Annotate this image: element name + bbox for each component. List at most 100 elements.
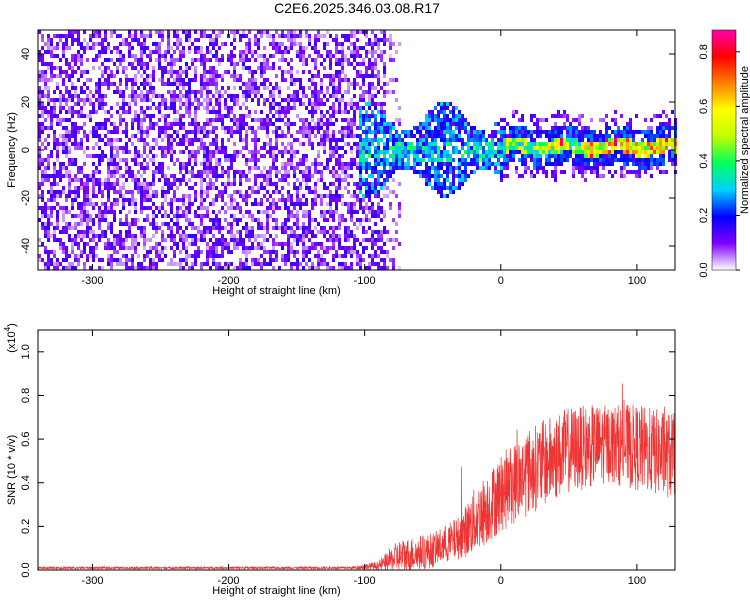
spectrogram-cell [332, 234, 335, 238]
spectrogram-cell [374, 130, 377, 134]
spectrogram-cell [107, 170, 110, 174]
spectrogram-cell [227, 130, 230, 134]
spectrogram-cell [47, 214, 50, 218]
spectrogram-cell [566, 138, 569, 142]
spectrogram-cell [107, 238, 110, 242]
spectrogram-cell [329, 202, 332, 206]
spectrogram-cell [359, 178, 362, 182]
spectrogram-cell [170, 262, 173, 266]
spectrogram-cell [353, 134, 356, 138]
spectrogram-cell [443, 162, 446, 166]
spectrogram-cell [299, 234, 302, 238]
spectrogram-cell [128, 30, 131, 34]
spectrogram-cell [83, 30, 86, 34]
spectrogram-cell [260, 66, 263, 70]
spectrogram-cell [44, 202, 47, 206]
spectrogram-cell [86, 58, 89, 62]
spectrogram-cell [119, 34, 122, 38]
spectrogram-cell [380, 250, 383, 254]
spectrogram-cell [92, 102, 95, 106]
spectrogram-cell [572, 126, 575, 130]
spectrogram-cell [71, 70, 74, 74]
spectrogram-cell [371, 186, 374, 190]
spectrogram-cell [164, 210, 167, 214]
spectrogram-cell [311, 218, 314, 222]
spectrogram-cell [329, 234, 332, 238]
spectrogram-cell [416, 158, 419, 162]
spectrogram-cell [590, 134, 593, 138]
spectrogram-cell [83, 82, 86, 86]
spectrogram-cell [86, 198, 89, 202]
spectrogram-cell [104, 78, 107, 82]
spectrogram-cell [275, 166, 278, 170]
spectrogram-cell [287, 226, 290, 230]
spectrogram-cell [539, 162, 542, 166]
spectrogram-cell [281, 42, 284, 46]
spectrogram-cell [275, 138, 278, 142]
spectrogram-cell [122, 54, 125, 58]
spectrogram-cell [215, 222, 218, 226]
spectrogram-cell [317, 30, 320, 34]
spectrogram-cell [257, 118, 260, 122]
spectrogram-cell [188, 150, 191, 154]
spectrogram-cell [251, 230, 254, 234]
spectrogram-cell [80, 126, 83, 130]
spectrogram-cell [407, 134, 410, 138]
spectrogram-cell [311, 130, 314, 134]
spectrogram-cell [38, 150, 41, 154]
spectrogram-cell [341, 146, 344, 150]
spectrogram-cell [569, 146, 572, 150]
spectrogram-cell [239, 242, 242, 246]
spectrogram-cell [188, 38, 191, 42]
spectrogram-cell [251, 262, 254, 266]
spectrogram-cell [167, 226, 170, 230]
spectrogram-cell [455, 106, 458, 110]
spectrogram-cell [389, 54, 392, 58]
spectrogram-cell [611, 150, 614, 154]
spectrogram-cell [344, 226, 347, 230]
spectrogram-cell [515, 134, 518, 138]
spectrogram-cell [131, 262, 134, 266]
spectrogram-cell [371, 130, 374, 134]
spectrogram-cell [332, 106, 335, 110]
spectrogram-cell [59, 170, 62, 174]
spectrogram-cell [98, 222, 101, 226]
spectrogram-cell [71, 42, 74, 46]
spectrogram-cell [188, 34, 191, 38]
spectrogram-cell [83, 190, 86, 194]
spectrogram-cell [449, 134, 452, 138]
spectrogram-cell [263, 194, 266, 198]
spectrogram-cell [68, 134, 71, 138]
spectrogram-cell [482, 146, 485, 150]
spectrogram-cell [194, 134, 197, 138]
spectrogram-cell [62, 82, 65, 86]
spectrogram-cell [305, 246, 308, 250]
spectrogram-cell [581, 114, 584, 118]
spectrogram-cell [335, 206, 338, 210]
spectrogram-cell [224, 190, 227, 194]
spectrogram-cell [359, 54, 362, 58]
spectrogram-cell [215, 250, 218, 254]
spectrogram-cell [545, 130, 548, 134]
spectrogram-cell [536, 122, 539, 126]
spectrogram-cell [227, 154, 230, 158]
spectrogram-cell [215, 42, 218, 46]
spectrogram-cell [362, 118, 365, 122]
spectrogram-cell [383, 182, 386, 186]
spectrogram-cell [143, 242, 146, 246]
spectrogram-cell [392, 166, 395, 170]
spectrogram-cell [311, 78, 314, 82]
spectrogram-cell [113, 158, 116, 162]
spectrogram-cell [41, 198, 44, 202]
spectrogram-cell [533, 162, 536, 166]
spectrogram-cell [221, 118, 224, 122]
spectrogram-cell [269, 138, 272, 142]
spectrogram-cell [509, 126, 512, 130]
spectrogram-cell [203, 142, 206, 146]
spectrogram-cell [134, 238, 137, 242]
spectrogram-cell [248, 46, 251, 50]
spectrogram-cell [596, 170, 599, 174]
spectrogram-cell [227, 86, 230, 90]
spectrogram-cell [254, 154, 257, 158]
